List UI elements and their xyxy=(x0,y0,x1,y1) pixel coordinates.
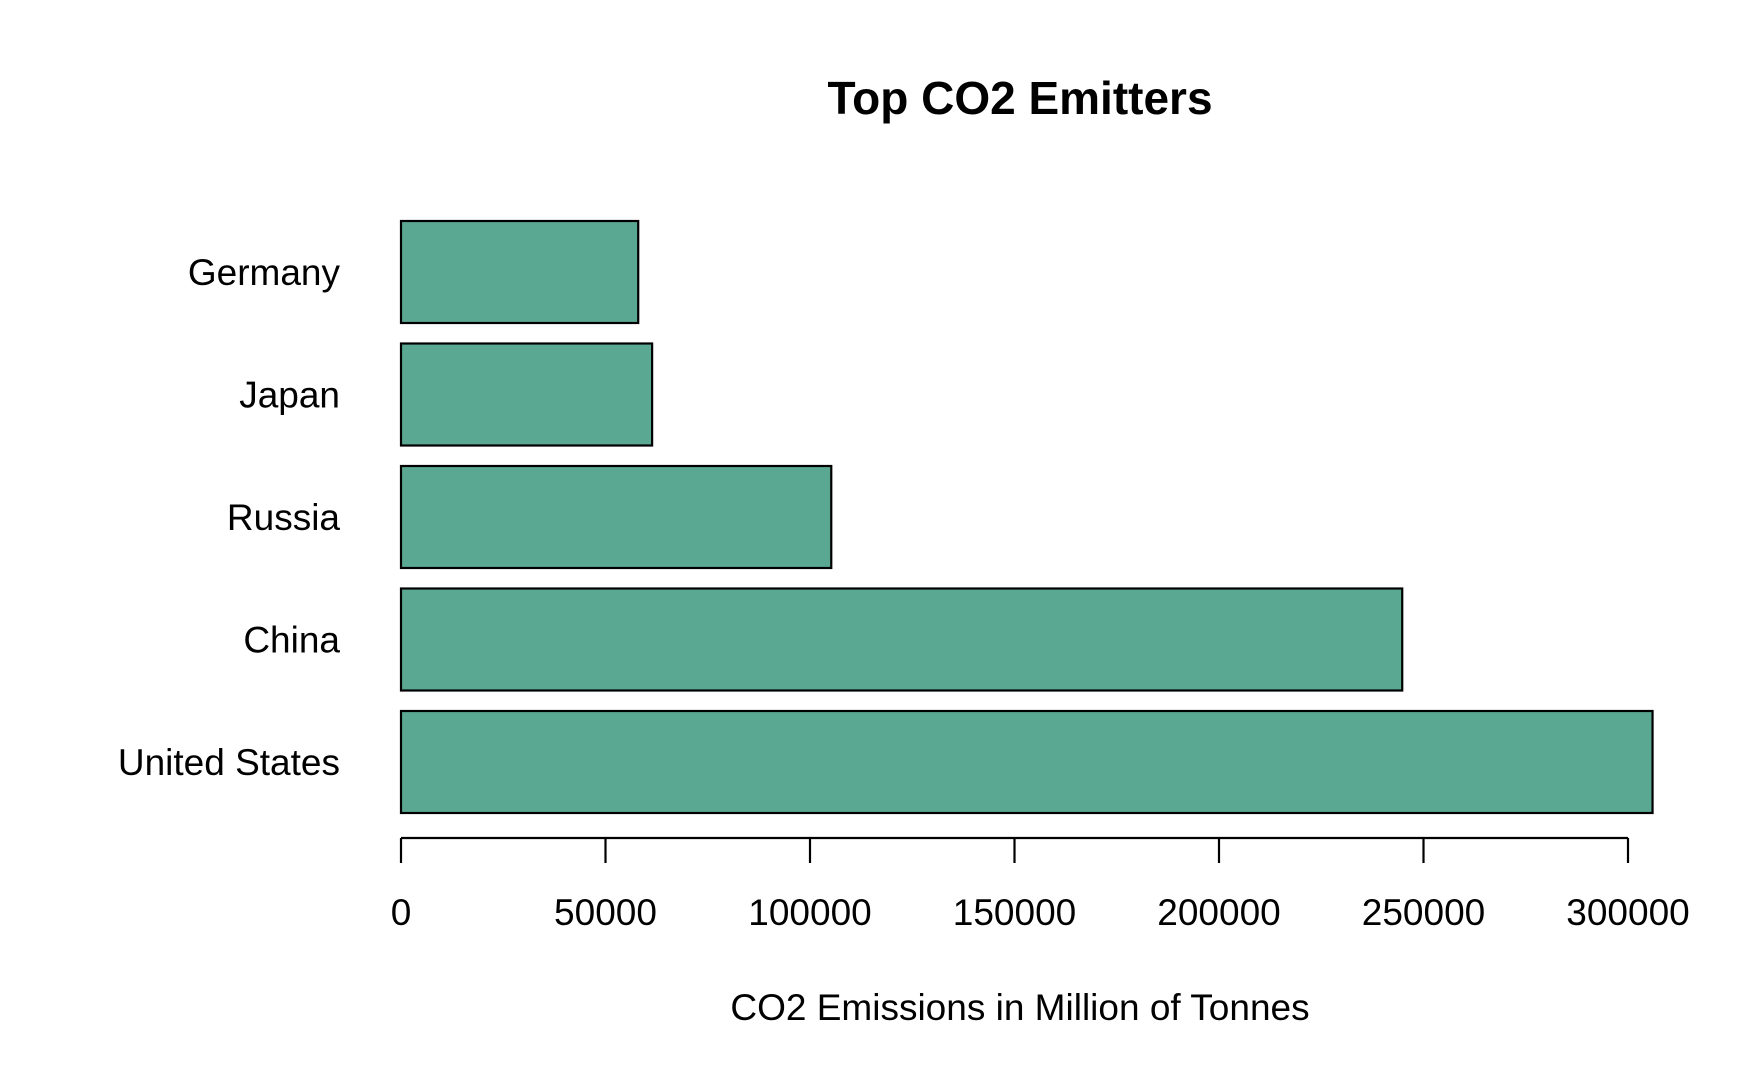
x-tick-label-150000: 150000 xyxy=(953,892,1076,933)
bar-russia xyxy=(399,464,833,570)
category-labels-group: United States China Russia Japan Germany xyxy=(118,252,341,783)
category-label-china: China xyxy=(243,620,340,661)
x-tick-label-200000: 200000 xyxy=(1157,892,1280,933)
category-label-russia: Russia xyxy=(227,497,341,538)
x-tick-label-100000: 100000 xyxy=(748,892,871,933)
x-tick-label-300000: 300000 xyxy=(1566,892,1689,933)
bar-germany xyxy=(399,219,640,325)
x-axis: 0 50000 100000 150000 200000 250000 300000 xyxy=(391,836,1690,933)
x-tick-label-50000: 50000 xyxy=(554,892,657,933)
bar-china xyxy=(399,587,1404,692)
bars-group xyxy=(399,219,1654,815)
category-label-united-states: United States xyxy=(118,742,340,783)
x-tick-label-250000: 250000 xyxy=(1362,892,1485,933)
category-label-germany: Germany xyxy=(188,252,341,293)
x-axis-label: CO2 Emissions in Million of Tonnes xyxy=(730,987,1309,1028)
bar-japan xyxy=(399,342,654,447)
chart-title: Top CO2 Emitters xyxy=(827,72,1212,124)
category-label-japan: Japan xyxy=(239,375,340,416)
x-tick-label-0: 0 xyxy=(391,892,412,933)
bar-united-states xyxy=(399,709,1654,815)
